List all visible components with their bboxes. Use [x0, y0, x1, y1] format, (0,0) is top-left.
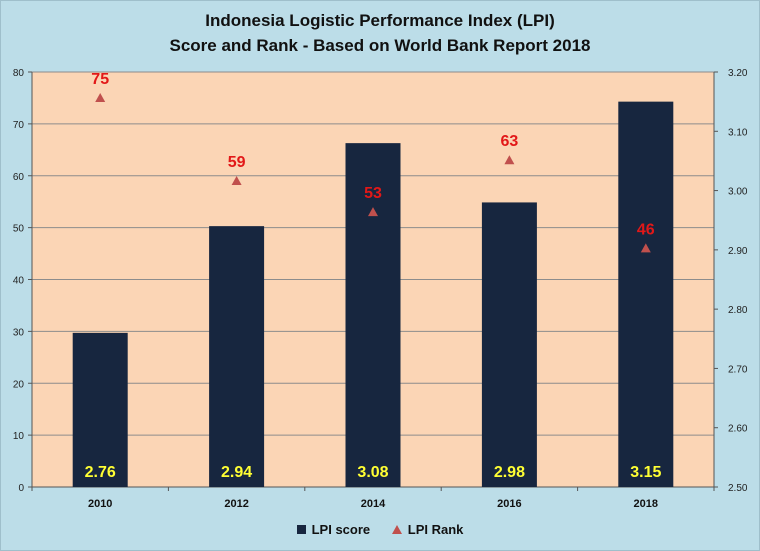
legend-item-rank: LPI Rank — [391, 522, 464, 537]
right-tick-label: 3.00 — [728, 187, 748, 198]
left-tick-label: 50 — [13, 224, 25, 235]
legend: LPI score LPI Rank — [0, 522, 760, 537]
bar-lpi-score — [481, 202, 537, 487]
bar-data-label: 3.15 — [630, 464, 661, 481]
rank-marker — [504, 155, 515, 165]
legend-label-score: LPI score — [311, 522, 371, 537]
left-tick-label: 0 — [18, 483, 24, 494]
left-tick-label: 80 — [13, 68, 25, 79]
right-tick-label: 3.10 — [728, 127, 748, 138]
left-tick-label: 40 — [13, 276, 25, 287]
right-tick-label: 2.70 — [728, 364, 748, 375]
right-tick-label: 2.50 — [728, 483, 748, 494]
bar-lpi-score — [345, 143, 401, 487]
left-tick-label: 30 — [13, 327, 25, 338]
legend-swatch-score — [296, 525, 306, 534]
bar-data-label: 2.98 — [494, 464, 525, 481]
left-tick-label: 20 — [13, 379, 25, 390]
bar-lpi-score — [72, 332, 128, 487]
bar-data-label: 2.76 — [85, 464, 116, 481]
chart-title-block: Indonesia Logistic Performance Index (LP… — [0, 8, 760, 58]
rank-data-label: 59 — [228, 154, 246, 171]
rank-data-label: 46 — [637, 221, 655, 238]
rank-marker — [231, 175, 242, 185]
left-tick-label: 70 — [13, 120, 25, 131]
legend-swatch-rank — [391, 525, 402, 534]
rank-marker — [95, 92, 106, 102]
right-tick-label: 2.60 — [728, 424, 748, 435]
bar-data-label: 2.94 — [221, 464, 252, 481]
rank-data-label: 75 — [91, 71, 109, 88]
right-tick-label: 3.20 — [728, 68, 748, 79]
x-tick-label: 2012 — [224, 498, 248, 510]
rank-marker — [368, 207, 378, 217]
legend-item-score: LPI score — [296, 522, 371, 537]
legend-label-rank: LPI Rank — [407, 522, 464, 537]
right-tick-label: 2.90 — [728, 246, 748, 257]
bar-lpi-score — [209, 226, 265, 487]
rank-data-label: 63 — [501, 133, 519, 150]
right-tick-label: 2.80 — [728, 305, 748, 316]
x-tick-label: 2014 — [361, 498, 386, 510]
rank-data-label: 53 — [364, 185, 382, 202]
chart-subtitle: Score and Rank - Based on World Bank Rep… — [169, 36, 591, 55]
bar-lpi-score — [618, 101, 674, 488]
bar-data-label: 3.08 — [357, 464, 388, 481]
left-tick-label: 60 — [13, 172, 25, 183]
x-tick-label: 2018 — [634, 498, 658, 510]
x-tick-label: 2010 — [88, 498, 112, 510]
x-tick-label: 2016 — [497, 498, 521, 510]
left-tick-label: 10 — [13, 431, 25, 442]
chart-title: Indonesia Logistic Performance Index (LP… — [205, 11, 555, 30]
rank-marker — [640, 243, 651, 253]
